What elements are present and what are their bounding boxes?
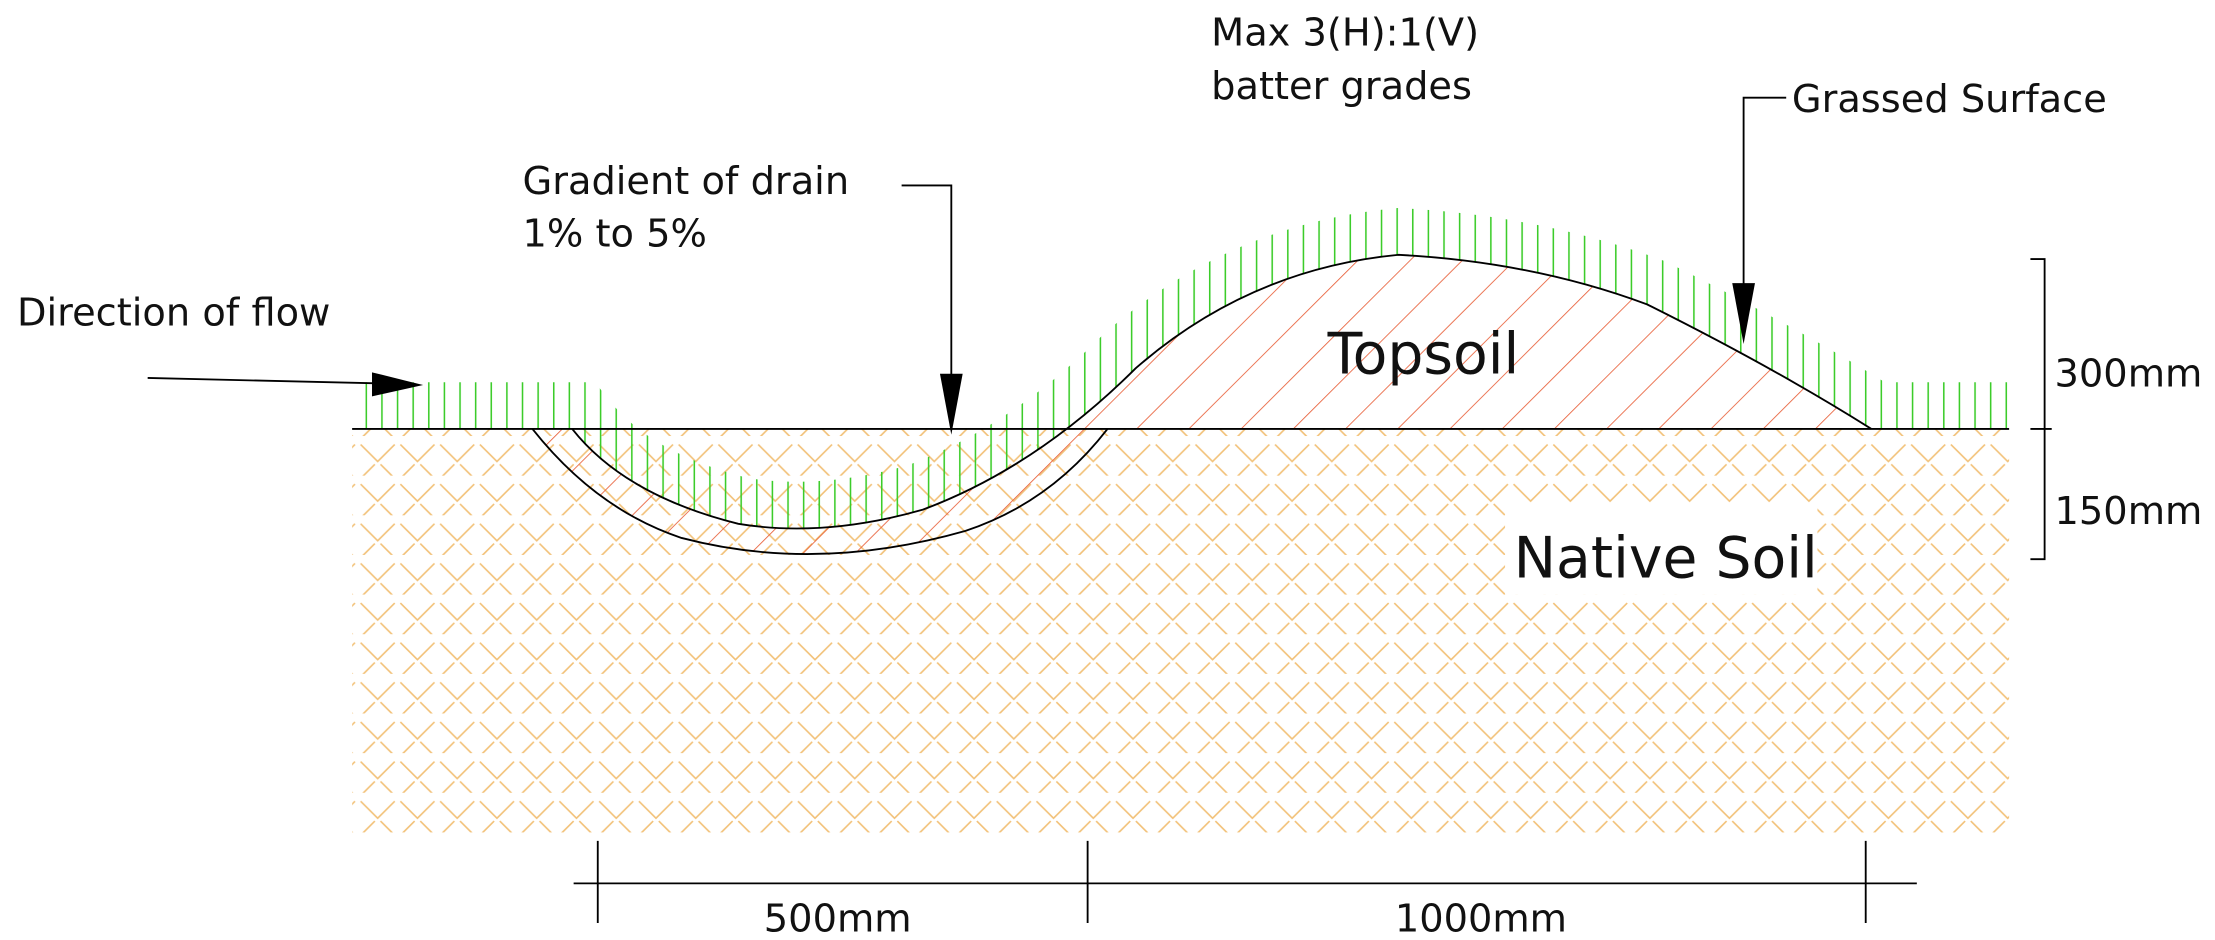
flow-arrow	[147, 377, 391, 385]
surface-line	[571, 253, 1872, 530]
flow-label: Direction of flow	[17, 291, 330, 336]
gradient-label: 1% to 5%	[523, 211, 707, 256]
label-backdrop	[1505, 502, 1818, 595]
dimension-line	[2030, 258, 2046, 561]
batter-label: Max 3(H):1(V)	[1211, 10, 1479, 55]
arrowhead	[372, 372, 424, 397]
arrowhead	[939, 373, 963, 435]
gradient-label: Gradient of drain	[523, 159, 850, 204]
dimension-label: 300mm	[2055, 352, 2203, 397]
dimension-label: 150mm	[2055, 489, 2203, 534]
dimension-label: 1000mm	[1395, 897, 1567, 940]
topsoil-label: Topsoil	[1327, 322, 1520, 388]
swale-base	[531, 428, 1109, 555]
native-label: Native Soil	[1514, 526, 1818, 592]
leader	[901, 184, 953, 376]
batter-label: batter grades	[1211, 64, 1472, 109]
leader	[1742, 96, 1787, 291]
arrowhead	[1732, 283, 1755, 345]
dimension-label: 500mm	[764, 897, 912, 940]
grassed-label: Grassed Surface	[1792, 77, 2107, 122]
